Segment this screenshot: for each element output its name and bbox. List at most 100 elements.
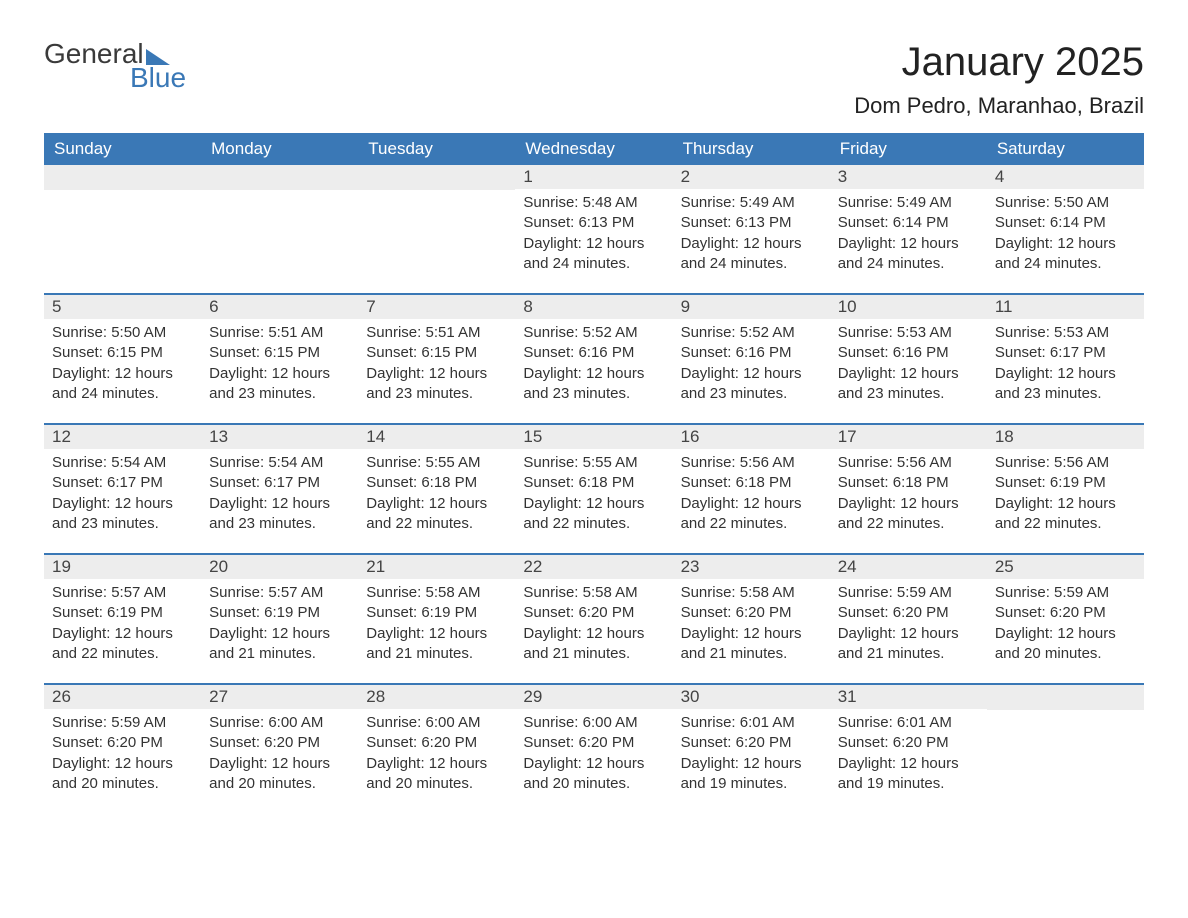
sunrise-text: Sunrise: 5:53 AM <box>838 323 979 343</box>
daylight-text: Daylight: 12 hours and 22 minutes. <box>523 494 664 535</box>
sunrise-text: Sunrise: 5:59 AM <box>52 713 193 733</box>
dow-header: Friday <box>830 133 987 165</box>
day-number: 12 <box>44 425 201 449</box>
sunset-text: Sunset: 6:13 PM <box>681 213 822 233</box>
page-header: General Blue January 2025 Dom Pedro, Mar… <box>44 40 1144 119</box>
day-body: Sunrise: 5:57 AMSunset: 6:19 PMDaylight:… <box>201 579 358 674</box>
daylight-text: Daylight: 12 hours and 21 minutes. <box>838 624 979 665</box>
sunrise-text: Sunrise: 5:49 AM <box>838 193 979 213</box>
calendar-cell: 21Sunrise: 5:58 AMSunset: 6:19 PMDayligh… <box>358 555 515 683</box>
calendar-cell: 10Sunrise: 5:53 AMSunset: 6:16 PMDayligh… <box>830 295 987 423</box>
day-number: 7 <box>358 295 515 319</box>
day-number: 11 <box>987 295 1144 319</box>
sunrise-text: Sunrise: 5:55 AM <box>523 453 664 473</box>
sunrise-text: Sunrise: 5:49 AM <box>681 193 822 213</box>
daylight-text: Daylight: 12 hours and 22 minutes. <box>995 494 1136 535</box>
sunset-text: Sunset: 6:15 PM <box>209 343 350 363</box>
day-body: Sunrise: 6:01 AMSunset: 6:20 PMDaylight:… <box>673 709 830 804</box>
sunset-text: Sunset: 6:13 PM <box>523 213 664 233</box>
day-number: 18 <box>987 425 1144 449</box>
dow-header: Thursday <box>673 133 830 165</box>
day-number: 9 <box>673 295 830 319</box>
day-body: Sunrise: 5:58 AMSunset: 6:19 PMDaylight:… <box>358 579 515 674</box>
dow-header: Monday <box>201 133 358 165</box>
day-number: 24 <box>830 555 987 579</box>
day-number: 22 <box>515 555 672 579</box>
calendar-cell <box>201 165 358 293</box>
sunset-text: Sunset: 6:16 PM <box>838 343 979 363</box>
day-number: 23 <box>673 555 830 579</box>
day-number: 14 <box>358 425 515 449</box>
calendar-cell <box>358 165 515 293</box>
daylight-text: Daylight: 12 hours and 23 minutes. <box>366 364 507 405</box>
sunrise-text: Sunrise: 5:51 AM <box>209 323 350 343</box>
day-number <box>987 685 1144 710</box>
calendar-cell: 31Sunrise: 6:01 AMSunset: 6:20 PMDayligh… <box>830 685 987 813</box>
location-subtitle: Dom Pedro, Maranhao, Brazil <box>854 93 1144 119</box>
day-number <box>44 165 201 190</box>
sunrise-text: Sunrise: 5:52 AM <box>523 323 664 343</box>
calendar-cell: 19Sunrise: 5:57 AMSunset: 6:19 PMDayligh… <box>44 555 201 683</box>
daylight-text: Daylight: 12 hours and 22 minutes. <box>838 494 979 535</box>
calendar-week: 12Sunrise: 5:54 AMSunset: 6:17 PMDayligh… <box>44 423 1144 553</box>
sunset-text: Sunset: 6:14 PM <box>995 213 1136 233</box>
day-body: Sunrise: 5:59 AMSunset: 6:20 PMDaylight:… <box>830 579 987 674</box>
calendar-cell: 11Sunrise: 5:53 AMSunset: 6:17 PMDayligh… <box>987 295 1144 423</box>
sunrise-text: Sunrise: 5:58 AM <box>366 583 507 603</box>
calendar-cell: 18Sunrise: 5:56 AMSunset: 6:19 PMDayligh… <box>987 425 1144 553</box>
sunset-text: Sunset: 6:18 PM <box>838 473 979 493</box>
day-number: 10 <box>830 295 987 319</box>
sunset-text: Sunset: 6:20 PM <box>681 733 822 753</box>
sunset-text: Sunset: 6:20 PM <box>523 603 664 623</box>
sunset-text: Sunset: 6:19 PM <box>995 473 1136 493</box>
day-number: 15 <box>515 425 672 449</box>
dow-header: Tuesday <box>358 133 515 165</box>
calendar-cell: 5Sunrise: 5:50 AMSunset: 6:15 PMDaylight… <box>44 295 201 423</box>
sunrise-text: Sunrise: 5:52 AM <box>681 323 822 343</box>
day-number: 16 <box>673 425 830 449</box>
calendar-cell <box>44 165 201 293</box>
day-number: 27 <box>201 685 358 709</box>
sunset-text: Sunset: 6:16 PM <box>681 343 822 363</box>
daylight-text: Daylight: 12 hours and 23 minutes. <box>995 364 1136 405</box>
sunset-text: Sunset: 6:15 PM <box>366 343 507 363</box>
daylight-text: Daylight: 12 hours and 23 minutes. <box>681 364 822 405</box>
sunset-text: Sunset: 6:19 PM <box>52 603 193 623</box>
day-body: Sunrise: 5:53 AMSunset: 6:16 PMDaylight:… <box>830 319 987 414</box>
day-number: 2 <box>673 165 830 189</box>
daylight-text: Daylight: 12 hours and 19 minutes. <box>838 754 979 795</box>
daylight-text: Daylight: 12 hours and 19 minutes. <box>681 754 822 795</box>
sunrise-text: Sunrise: 5:55 AM <box>366 453 507 473</box>
sunset-text: Sunset: 6:17 PM <box>209 473 350 493</box>
day-body: Sunrise: 5:50 AMSunset: 6:15 PMDaylight:… <box>44 319 201 414</box>
day-number: 6 <box>201 295 358 319</box>
day-body: Sunrise: 5:49 AMSunset: 6:14 PMDaylight:… <box>830 189 987 284</box>
day-number: 13 <box>201 425 358 449</box>
daylight-text: Daylight: 12 hours and 24 minutes. <box>52 364 193 405</box>
day-body: Sunrise: 5:53 AMSunset: 6:17 PMDaylight:… <box>987 319 1144 414</box>
day-number: 20 <box>201 555 358 579</box>
sunrise-text: Sunrise: 6:00 AM <box>366 713 507 733</box>
day-number: 17 <box>830 425 987 449</box>
weeks-container: 1Sunrise: 5:48 AMSunset: 6:13 PMDaylight… <box>44 165 1144 813</box>
sunset-text: Sunset: 6:15 PM <box>52 343 193 363</box>
logo-word-1: General <box>44 40 144 68</box>
logo-word-2: Blue <box>130 64 186 92</box>
daylight-text: Daylight: 12 hours and 20 minutes. <box>995 624 1136 665</box>
calendar-week: 26Sunrise: 5:59 AMSunset: 6:20 PMDayligh… <box>44 683 1144 813</box>
sunset-text: Sunset: 6:16 PM <box>523 343 664 363</box>
logo: General Blue <box>44 40 186 92</box>
daylight-text: Daylight: 12 hours and 24 minutes. <box>523 234 664 275</box>
day-body: Sunrise: 6:00 AMSunset: 6:20 PMDaylight:… <box>515 709 672 804</box>
sunrise-text: Sunrise: 5:57 AM <box>209 583 350 603</box>
day-body: Sunrise: 5:54 AMSunset: 6:17 PMDaylight:… <box>201 449 358 544</box>
calendar-cell: 23Sunrise: 5:58 AMSunset: 6:20 PMDayligh… <box>673 555 830 683</box>
calendar-cell: 27Sunrise: 6:00 AMSunset: 6:20 PMDayligh… <box>201 685 358 813</box>
daylight-text: Daylight: 12 hours and 21 minutes. <box>209 624 350 665</box>
calendar-cell: 30Sunrise: 6:01 AMSunset: 6:20 PMDayligh… <box>673 685 830 813</box>
calendar-cell: 16Sunrise: 5:56 AMSunset: 6:18 PMDayligh… <box>673 425 830 553</box>
calendar-cell: 9 Sunrise: 5:52 AMSunset: 6:16 PMDaylight… <box>673 295 830 423</box>
sunrise-text: Sunrise: 5:48 AM <box>523 193 664 213</box>
sunrise-text: Sunrise: 6:00 AM <box>523 713 664 733</box>
calendar-cell: 20Sunrise: 5:57 AMSunset: 6:19 PMDayligh… <box>201 555 358 683</box>
